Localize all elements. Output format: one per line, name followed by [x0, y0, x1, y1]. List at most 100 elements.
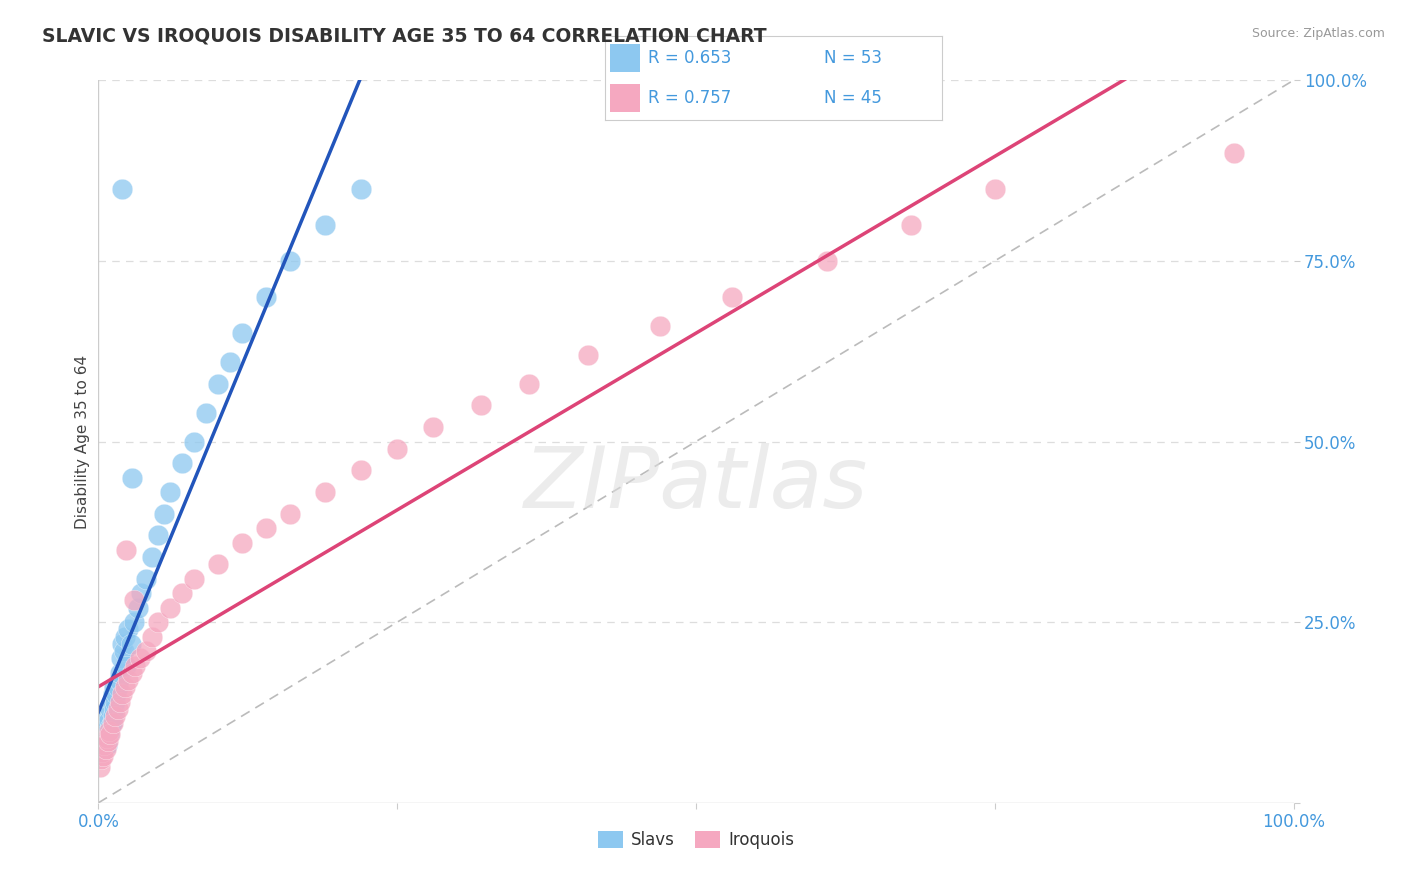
Point — [254, 290, 277, 304]
Point — [115, 658, 138, 673]
Point — [254, 521, 277, 535]
Point — [172, 456, 194, 470]
Point — [148, 528, 170, 542]
Point — [183, 572, 205, 586]
Point — [93, 723, 115, 738]
Text: N = 45: N = 45 — [824, 89, 882, 107]
Point — [98, 727, 122, 741]
Point — [114, 680, 136, 694]
Point — [231, 535, 253, 549]
Point — [315, 218, 337, 232]
Text: Source: ZipAtlas.com: Source: ZipAtlas.com — [1251, 27, 1385, 40]
Point — [350, 182, 373, 196]
Point — [108, 665, 131, 680]
Point — [141, 630, 163, 644]
Point — [107, 673, 129, 687]
Point — [108, 695, 131, 709]
Point — [278, 253, 301, 268]
Bar — [610, 45, 640, 71]
Point — [107, 702, 129, 716]
Point — [315, 485, 337, 500]
Point — [94, 741, 117, 756]
Point — [114, 630, 136, 644]
Point — [96, 738, 118, 752]
Point — [100, 716, 122, 731]
Point — [141, 550, 163, 565]
Point — [101, 716, 124, 731]
Point — [101, 709, 124, 723]
Point — [135, 572, 157, 586]
Point — [107, 680, 129, 694]
Point — [91, 741, 114, 756]
Y-axis label: Disability Age 35 to 64: Disability Age 35 to 64 — [75, 354, 90, 529]
Bar — [610, 85, 640, 112]
Point — [470, 398, 492, 412]
Point — [98, 702, 122, 716]
Point — [124, 593, 146, 607]
Point — [815, 253, 838, 268]
Point — [207, 558, 229, 572]
Point — [648, 318, 672, 333]
Point — [219, 355, 242, 369]
Point — [148, 615, 170, 630]
Point — [101, 687, 124, 701]
Point — [129, 651, 152, 665]
Point — [721, 290, 744, 304]
Point — [103, 702, 125, 716]
Point — [1223, 145, 1246, 160]
Point — [135, 644, 157, 658]
Point — [183, 434, 205, 449]
Point — [117, 673, 139, 687]
Point — [124, 615, 146, 630]
Legend: Slavs, Iroquois: Slavs, Iroquois — [591, 824, 801, 856]
Point — [207, 376, 229, 391]
Point — [111, 637, 134, 651]
Point — [90, 752, 112, 766]
Point — [385, 442, 409, 456]
Point — [517, 376, 540, 391]
Point — [172, 586, 194, 600]
Point — [97, 734, 120, 748]
Point — [104, 695, 127, 709]
Point — [121, 665, 143, 680]
Point — [98, 713, 121, 727]
Text: R = 0.757: R = 0.757 — [648, 89, 731, 107]
Point — [89, 745, 111, 759]
Point — [350, 463, 373, 477]
Point — [98, 723, 121, 738]
Point — [131, 586, 153, 600]
Point — [90, 738, 112, 752]
Point — [96, 731, 118, 745]
Point — [93, 738, 115, 752]
Point — [91, 731, 114, 745]
Point — [110, 651, 132, 665]
Point — [89, 760, 111, 774]
Point — [578, 348, 600, 362]
Point — [159, 600, 181, 615]
Point — [115, 542, 138, 557]
Point — [94, 731, 117, 745]
Text: N = 53: N = 53 — [824, 49, 882, 67]
Point — [121, 470, 143, 484]
Point — [96, 716, 118, 731]
Point — [100, 695, 122, 709]
Point — [120, 637, 142, 651]
Point — [98, 720, 122, 734]
Point — [103, 680, 125, 694]
Point — [111, 687, 134, 701]
Point — [124, 658, 146, 673]
Point — [97, 723, 120, 738]
Point — [231, 326, 253, 340]
Text: ZIPatlas: ZIPatlas — [524, 443, 868, 526]
Point — [91, 748, 114, 763]
Point — [422, 420, 444, 434]
Point — [98, 727, 121, 741]
Point — [97, 709, 120, 723]
Point — [91, 745, 114, 759]
Point — [900, 218, 922, 232]
Point — [105, 687, 128, 701]
Point — [127, 600, 149, 615]
Point — [112, 644, 135, 658]
Point — [111, 182, 134, 196]
Point — [104, 709, 127, 723]
